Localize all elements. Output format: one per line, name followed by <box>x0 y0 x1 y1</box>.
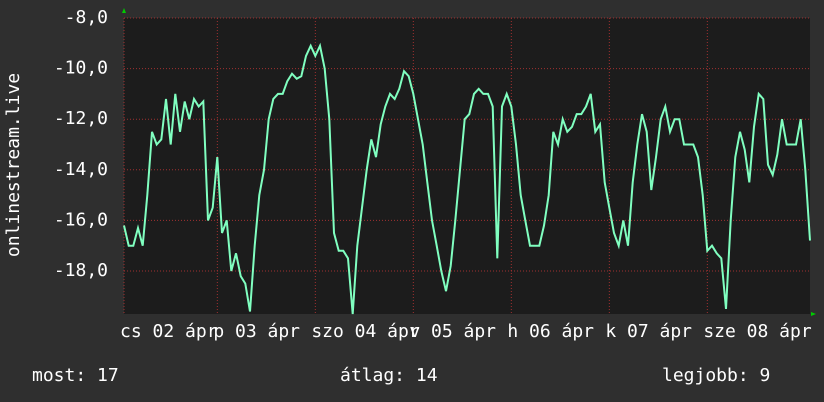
x-tick-label: k 07 ápr <box>605 321 692 342</box>
y-tick-label: -10,0 <box>54 58 108 79</box>
footer-stat: legjobb: 9 <box>662 365 770 386</box>
footer-stat: átlag: 14 <box>340 365 438 386</box>
x-tick-label: p 03 ápr <box>213 321 300 342</box>
x-tick-label: szo 04 ápr <box>311 321 420 342</box>
y-tick-label: -18,0 <box>54 260 108 281</box>
y-tick-label: -12,0 <box>54 108 108 129</box>
x-tick-label: h 06 ápr <box>507 321 594 342</box>
y-tick-label: -14,0 <box>54 159 108 180</box>
axis-arrow <box>811 312 816 316</box>
y-axis-label: onlinestream.live <box>3 73 24 257</box>
y-tick-label: -8,0 <box>65 7 108 28</box>
axis-arrow <box>122 8 126 13</box>
x-tick-label: v 05 ápr <box>409 321 496 342</box>
y-tick-label: -16,0 <box>54 209 108 230</box>
footer-stat: most: 17 <box>32 365 119 386</box>
x-tick-label: sze 08 ápr <box>703 321 812 342</box>
x-tick-label: cs 02 ápr <box>120 321 218 342</box>
data-line <box>123 42 811 315</box>
